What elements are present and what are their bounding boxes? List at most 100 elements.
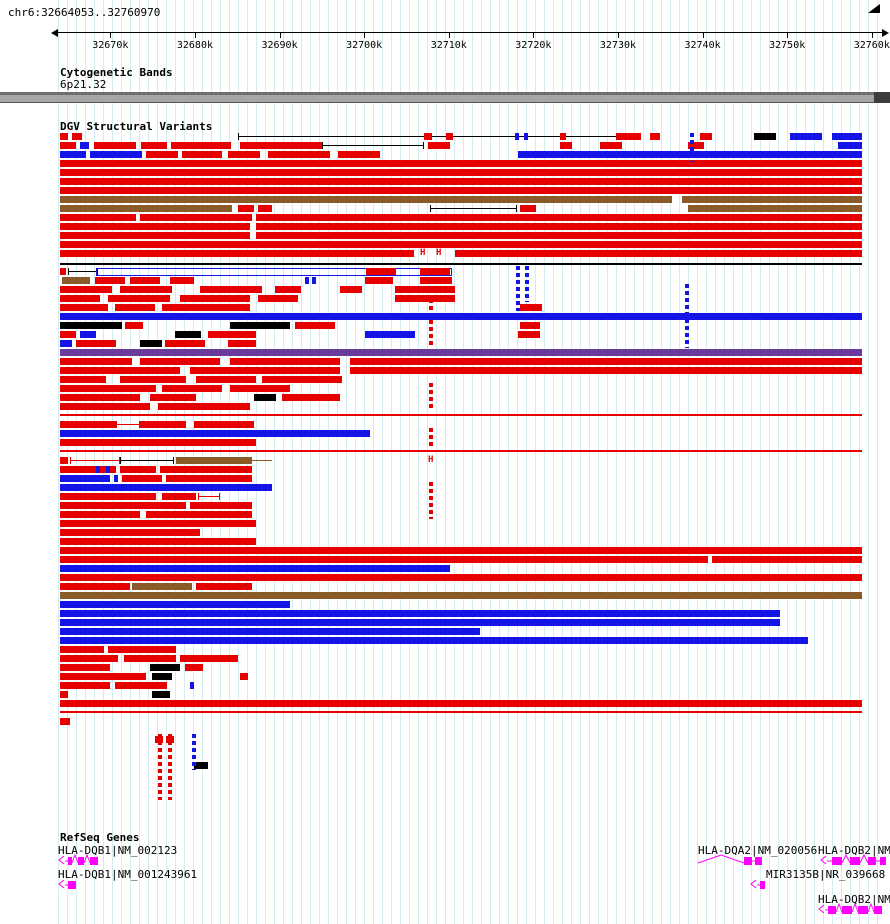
variant-bar[interactable] xyxy=(96,268,452,276)
variant-bar[interactable] xyxy=(190,367,340,374)
variant-dashed-line[interactable] xyxy=(525,266,529,302)
variant-bar[interactable] xyxy=(60,160,862,167)
variant-bar[interactable] xyxy=(60,457,68,464)
variant-bar[interactable] xyxy=(688,205,862,212)
variant-bar[interactable] xyxy=(115,304,155,311)
variant-bar[interactable] xyxy=(295,322,335,329)
variant-bar[interactable] xyxy=(60,664,110,671)
variant-bar[interactable] xyxy=(256,241,862,248)
variant-bar[interactable] xyxy=(682,196,862,203)
variant-bar[interactable] xyxy=(166,475,252,482)
variant-bar[interactable] xyxy=(60,394,140,401)
variant-bar[interactable] xyxy=(160,466,252,473)
variant-bar[interactable] xyxy=(520,205,536,212)
variant-bar[interactable] xyxy=(60,619,780,626)
gene-label[interactable]: HLA-DQB2|NM_ xyxy=(818,844,890,857)
variant-bar[interactable] xyxy=(170,277,194,284)
gene-label[interactable]: MIR3135B|NR_039668 xyxy=(766,868,886,881)
variant-bar[interactable] xyxy=(60,421,116,428)
variant-bar[interactable] xyxy=(120,457,174,464)
variant-bar[interactable] xyxy=(60,574,862,581)
variant-bar[interactable] xyxy=(60,592,862,599)
variant-bar[interactable] xyxy=(60,520,256,527)
variant-bar[interactable] xyxy=(140,421,186,428)
variant-bar[interactable] xyxy=(524,133,528,140)
variant-bar[interactable] xyxy=(60,466,116,473)
variant-dashed-line[interactable] xyxy=(429,320,433,347)
variant-bar[interactable] xyxy=(108,295,170,302)
variant-bar[interactable] xyxy=(312,277,316,284)
variant-bar[interactable] xyxy=(60,151,86,158)
variant-bar[interactable] xyxy=(108,646,176,653)
variant-bar[interactable] xyxy=(446,133,453,140)
variant-bar[interactable] xyxy=(76,340,116,347)
variant-bar[interactable] xyxy=(70,457,120,464)
variant-bar[interactable] xyxy=(60,268,66,275)
variant-bar[interactable] xyxy=(240,673,248,680)
variant-bar[interactable] xyxy=(60,142,76,149)
variant-bar[interactable] xyxy=(162,304,250,311)
variant-bar[interactable] xyxy=(790,133,822,140)
variant-bar[interactable] xyxy=(146,511,252,518)
variant-bar[interactable] xyxy=(68,268,98,275)
variant-bar[interactable] xyxy=(208,331,256,338)
variant-bar[interactable] xyxy=(256,214,862,221)
variant-bar[interactable] xyxy=(560,142,572,149)
variant-bar[interactable] xyxy=(60,646,104,653)
variant-bar[interactable] xyxy=(350,358,862,365)
variant-bar[interactable] xyxy=(60,493,156,500)
variant-bar[interactable] xyxy=(282,394,340,401)
variant-bar[interactable] xyxy=(60,169,862,176)
variant-bar[interactable] xyxy=(600,142,622,149)
variant-bar[interactable] xyxy=(185,664,203,671)
variant-bar[interactable] xyxy=(96,466,100,473)
variant-bar[interactable] xyxy=(520,322,540,329)
variant-bar[interactable] xyxy=(198,493,220,500)
variant-bar[interactable] xyxy=(60,358,132,365)
variant-bar[interactable] xyxy=(60,700,862,707)
variant-bar[interactable] xyxy=(60,241,256,248)
variant-bar[interactable] xyxy=(162,385,222,392)
variant-dashed-line[interactable] xyxy=(168,734,172,800)
variant-bar[interactable] xyxy=(122,475,162,482)
variant-bar[interactable] xyxy=(60,529,200,536)
gene-glyph[interactable] xyxy=(58,853,106,868)
variant-bar[interactable] xyxy=(190,682,194,689)
variant-bar[interactable] xyxy=(140,340,162,347)
inversion-marker[interactable]: H xyxy=(436,248,442,258)
variant-dashed-line[interactable] xyxy=(516,266,520,311)
variant-bar[interactable] xyxy=(125,322,143,329)
variant-bar[interactable] xyxy=(72,133,82,140)
variant-bar[interactable] xyxy=(196,583,252,590)
variant-bar[interactable] xyxy=(420,277,452,284)
variant-bar[interactable] xyxy=(60,263,862,265)
variant-bar[interactable] xyxy=(130,277,160,284)
variant-bar[interactable] xyxy=(258,295,298,302)
variant-bar[interactable] xyxy=(60,439,256,446)
variant-bar[interactable] xyxy=(832,133,862,140)
variant-bar[interactable] xyxy=(240,142,322,149)
variant-bar[interactable] xyxy=(158,403,250,410)
gene-glyph[interactable] xyxy=(820,853,890,868)
variant-bar[interactable] xyxy=(60,286,112,293)
variant-bar[interactable] xyxy=(165,340,205,347)
variant-bar[interactable] xyxy=(518,331,540,338)
variant-dashed-line[interactable] xyxy=(429,383,433,410)
variant-bar[interactable] xyxy=(150,394,196,401)
variant-bar[interactable] xyxy=(366,268,396,275)
variant-bar[interactable] xyxy=(230,385,290,392)
variant-bar[interactable] xyxy=(105,223,250,230)
variant-bar[interactable] xyxy=(305,277,309,284)
variant-bar[interactable] xyxy=(322,142,424,149)
variant-bar[interactable] xyxy=(60,214,136,221)
variant-bar[interactable] xyxy=(365,277,393,284)
variant-bar[interactable] xyxy=(60,556,708,563)
variant-dashed-line[interactable] xyxy=(429,428,433,447)
variant-bar[interactable] xyxy=(62,277,90,284)
variant-bar[interactable] xyxy=(180,295,250,302)
variant-bar[interactable] xyxy=(420,268,450,275)
gene-glyph[interactable] xyxy=(750,878,772,892)
variant-bar[interactable] xyxy=(60,610,780,617)
variant-bar[interactable] xyxy=(60,295,100,302)
variant-bar[interactable] xyxy=(60,547,862,554)
